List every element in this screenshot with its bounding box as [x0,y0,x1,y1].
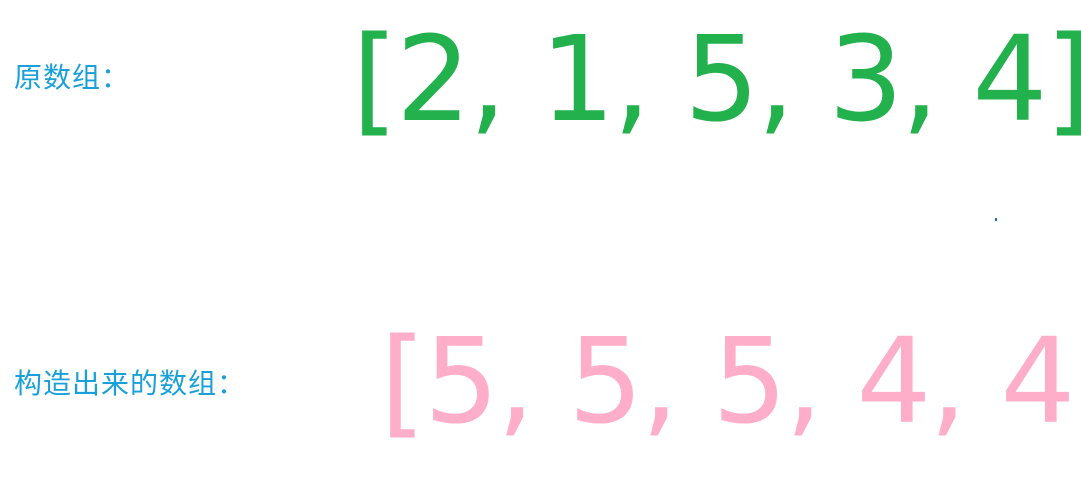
original-array-values: [2, 1, 5, 3, 4] [352,10,1081,148]
original-array-label: 原数组： [14,61,131,94]
stray-dot [995,218,997,221]
constructed-array-label: 构造出来的数组： [14,367,247,400]
constructed-array-values: [5, 5, 5, 4, 4] [380,312,1081,450]
